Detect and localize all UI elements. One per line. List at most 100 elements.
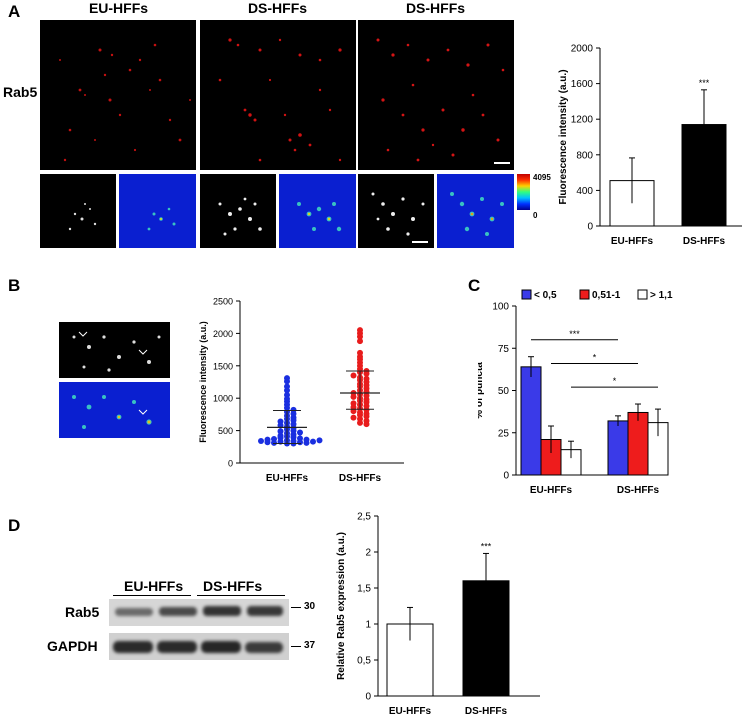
heat-puncta-ds-2 [450, 192, 504, 236]
micrograph-eu [40, 20, 196, 170]
data-point [363, 413, 370, 420]
y-tick-label: 0 [587, 222, 593, 233]
lane-underline-eu [113, 595, 191, 596]
heat-puncta-ds-1 [297, 202, 342, 232]
y-tick-label: 2 [365, 548, 371, 559]
y-tick-label: 1500 [213, 361, 233, 371]
data-point [297, 439, 303, 446]
chart-c: 0 25 50 75 100 % of puncta < 0,5 0,51-1 > 1,1 EU-… [478, 289, 673, 496]
x-category-label: DS-HFFs [465, 706, 508, 717]
y-axis-title: Fluorescence intensity (a.u.) [558, 69, 569, 204]
marker-tick-37 [291, 646, 301, 647]
blot-rab5 [109, 599, 289, 626]
significance-mark: * [613, 376, 617, 386]
band-label-rab5: Rab5 [65, 604, 100, 620]
micrograph-ds-2 [358, 20, 514, 170]
gray-thumb-ds-2 [358, 174, 434, 248]
column-header-ds-2: DS-HFFs [405, 0, 466, 16]
micrograph-ds-1 [200, 20, 356, 170]
y-tick-label: 400 [576, 186, 593, 197]
data-point [303, 439, 310, 446]
legend-label: < 0,5 [534, 290, 557, 301]
significance-mark: *** [481, 541, 492, 551]
heatmap-thumb-eu [119, 174, 196, 248]
marker-30: 30 [304, 601, 316, 612]
x-category-label: EU-HFFs [611, 236, 654, 247]
x-category-label: EU-HFFs [530, 485, 573, 496]
significance-mark: *** [569, 329, 580, 339]
bar [627, 411, 649, 476]
panel-a-label: A [8, 2, 21, 21]
y-tick-label: 25 [498, 428, 510, 439]
heatmap-thumb-ds-2 [437, 174, 514, 248]
y-tick-label: 50 [498, 386, 510, 397]
panel-c-label: C [468, 276, 481, 295]
data-point [357, 333, 363, 340]
bar [607, 420, 629, 476]
y-tick-label: 2000 [571, 44, 594, 55]
data-point [271, 439, 277, 446]
gray-thumb-eu [40, 174, 116, 248]
chart-b: 0 500 1000 1500 2000 2500 Fluorescence intensi… [198, 297, 404, 484]
data-point [264, 436, 271, 443]
y-tick-label: 1,5 [357, 584, 371, 595]
y-tick-label: 100 [492, 302, 509, 313]
y-tick-label: 1000 [213, 394, 233, 404]
lane-label-eu: EU-HFFs [124, 578, 184, 594]
gray-thumb-ds-1 [200, 174, 276, 248]
data-point [258, 437, 264, 444]
data-point [357, 419, 363, 426]
data-point [310, 438, 316, 445]
data-point [350, 414, 357, 421]
legend-swatch [637, 289, 648, 300]
column-header-eu: EU-HFFs [88, 0, 149, 16]
marker-tick-30 [291, 607, 301, 608]
data-point [350, 393, 357, 400]
data-point [277, 428, 284, 435]
data-point [316, 437, 323, 444]
panel-b-label: B [8, 276, 21, 295]
y-tick-label: 1600 [571, 79, 594, 90]
gray-inset-b [59, 322, 170, 378]
chart-a: 0 400 800 1200 1600 2000 Fluorescence intensit… [558, 44, 742, 247]
y-tick-label: 75 [498, 344, 510, 355]
lane-label-ds: DS-HFFs [203, 578, 263, 594]
y-tick-label: 0 [365, 692, 371, 703]
colorbar-min-label: 0 [533, 211, 538, 220]
y-tick-label: 2500 [213, 297, 233, 307]
gray-puncta-eu [68, 203, 97, 231]
red-puncta-ds-2 [376, 38, 510, 164]
y-tick-label: 1 [365, 620, 371, 631]
y-axis-title: % of puncta [478, 362, 485, 419]
y-tick-label: 2000 [213, 329, 233, 339]
data-point [357, 338, 363, 345]
gray-puncta-ds-2 [371, 192, 428, 243]
y-tick-label: 0,5 [357, 656, 371, 667]
heat-puncta-b [72, 395, 152, 429]
red-puncta-eu [59, 43, 191, 162]
y-tick-label: 0 [228, 459, 233, 469]
colorbar [517, 174, 530, 210]
x-category-label: DS-HFFs [339, 473, 382, 484]
gray-puncta-b [72, 331, 161, 372]
y-axis-title: Fluorescence intensity (a.u.) [198, 321, 208, 443]
data-point [350, 372, 357, 379]
row-label-rab5: Rab5 [3, 84, 38, 100]
x-category-label: DS-HFFs [683, 236, 726, 247]
y-tick-label: 2,5 [357, 512, 371, 523]
significance-mark: *** [699, 78, 710, 88]
y-tick-label: 500 [218, 426, 233, 436]
data-point [284, 387, 290, 394]
heat-puncta-eu [147, 207, 176, 231]
panel-d-label: D [8, 516, 21, 535]
x-category-label: EU-HFFs [266, 473, 309, 484]
bar [520, 366, 542, 476]
heatmap-inset-b [59, 382, 170, 438]
legend-swatch [521, 289, 532, 300]
y-tick-label: 800 [576, 150, 593, 161]
data-point [363, 421, 370, 428]
colorbar-max-label: 4095 [533, 173, 551, 182]
significance-mark: * [593, 352, 597, 362]
data-point [363, 370, 370, 377]
marker-37: 37 [304, 640, 316, 651]
